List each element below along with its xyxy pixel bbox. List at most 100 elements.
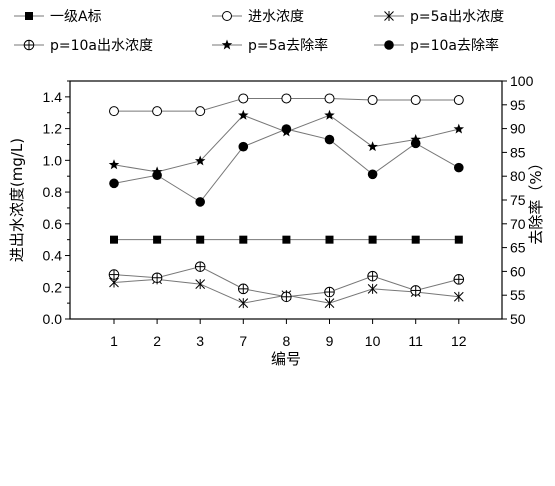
series-6-point	[238, 141, 249, 152]
series-4-point	[108, 269, 120, 280]
left-y-tick-label: 0.2	[43, 279, 63, 295]
legend-label: p=10a出水浓度	[50, 38, 153, 54]
legend-marker	[384, 40, 394, 50]
series-1-point	[368, 235, 377, 244]
series-6-point	[195, 197, 205, 207]
series-6-point-shape	[454, 162, 464, 173]
series-1-point	[411, 235, 420, 244]
series-5-point-shape	[194, 155, 206, 166]
series-5-point	[324, 109, 335, 120]
series-6-point-shape	[238, 141, 249, 152]
series-2-point-shape	[109, 106, 119, 117]
x-tick-label: 2	[153, 333, 161, 349]
series-5-point-shape	[238, 109, 249, 120]
series-2-point-shape	[410, 95, 421, 106]
series-2-point-shape	[324, 93, 335, 104]
legend-label: 进水浓度	[248, 9, 304, 25]
x-tick-label: 11	[408, 333, 423, 349]
legend-marker-shape	[222, 11, 232, 21]
right-y-tick-label: 100	[510, 73, 534, 89]
x-tick-label: 7	[239, 333, 247, 349]
series-6-point	[454, 162, 464, 173]
right-y-tick-label: 80	[510, 168, 526, 184]
series-6-point	[367, 169, 378, 180]
series-3-point	[453, 291, 464, 302]
series-1-point-shape	[368, 235, 377, 244]
series-6-point-shape	[152, 170, 162, 181]
series-4-point	[281, 291, 292, 303]
series-1-point	[282, 235, 291, 244]
series-1-point	[196, 235, 205, 244]
series-2-point-shape	[195, 106, 206, 117]
series-4-point	[194, 261, 206, 272]
series-6-point	[281, 124, 292, 134]
series-2-point	[238, 93, 249, 104]
series-4-point	[238, 283, 249, 295]
left-y-axis-title: 进出水浓度(mg/L)	[8, 138, 26, 262]
series-1-point-shape	[196, 235, 205, 244]
x-tick-label: 9	[326, 333, 334, 349]
series-4-point	[453, 274, 465, 285]
legend-marker	[25, 12, 33, 20]
series-2-point	[109, 106, 119, 117]
series-6-point	[152, 170, 162, 181]
series-5-point	[194, 155, 206, 166]
series-1-point-shape	[411, 235, 420, 244]
series-3-point	[324, 298, 335, 309]
x-axis-title: 编号	[271, 350, 301, 368]
series-5-point	[367, 141, 378, 152]
series-2-point-shape	[238, 93, 249, 104]
series-1-point-shape	[110, 235, 118, 244]
series-2-point-shape	[367, 95, 378, 106]
series-4-point	[151, 272, 163, 284]
series-2-point-shape	[281, 93, 292, 104]
series-6-point-shape	[367, 169, 378, 180]
series-6-point-shape	[324, 134, 335, 145]
series-6-point-shape	[410, 138, 421, 149]
series-3-point	[367, 283, 378, 294]
series-1-point-shape	[454, 235, 463, 244]
series-6-point	[109, 178, 119, 189]
series-5-point-shape	[108, 159, 120, 170]
left-y-tick-label: 0.6	[43, 216, 63, 232]
right-y-tick-label: 90	[510, 121, 526, 137]
series-2-point	[453, 95, 464, 106]
series-1-point	[454, 235, 463, 244]
series-6-point	[410, 138, 421, 149]
series-1-point-shape	[153, 235, 162, 244]
x-tick-label: 1	[110, 333, 118, 349]
right-y-tick-label: 75	[510, 192, 526, 208]
legend-label: p=10a去除率	[410, 37, 499, 54]
left-y-tick-label: 0.0	[43, 311, 63, 327]
series-2-point	[152, 106, 163, 117]
series-1-point	[153, 235, 162, 244]
series-5-point	[108, 159, 120, 170]
series-1-point-shape	[282, 235, 291, 244]
series-6-line	[113, 128, 460, 203]
series-5-line	[113, 114, 459, 173]
right-y-tick-label: 60	[510, 263, 526, 279]
right-y-axis-title: 去除率（%）	[527, 155, 545, 244]
x-tick-label: 8	[283, 333, 291, 349]
right-y-tick-label: 95	[510, 97, 526, 113]
series-1-point	[325, 235, 334, 244]
x-tick-label: 12	[451, 333, 467, 349]
series-5-point-shape	[453, 123, 465, 134]
left-y-tick-label: 1.2	[43, 121, 63, 137]
series-1-point-shape	[325, 235, 334, 244]
series-5-point-shape	[324, 109, 335, 120]
series-2-point	[324, 93, 335, 104]
series-2-point-shape	[453, 95, 464, 106]
series-6-point-shape	[195, 197, 205, 207]
right-y-tick-label: 70	[510, 216, 526, 232]
left-y-tick-label: 0.8	[43, 184, 63, 200]
legend-marker	[23, 39, 35, 51]
series-5-point-shape	[367, 141, 378, 152]
right-y-tick-label: 85	[510, 144, 526, 160]
legend-marker	[384, 11, 394, 21]
legend-label: p=5a去除率	[248, 37, 328, 54]
series-3-point	[238, 298, 249, 309]
series-5-point	[238, 109, 249, 120]
right-y-tick-label: 50	[510, 311, 526, 327]
